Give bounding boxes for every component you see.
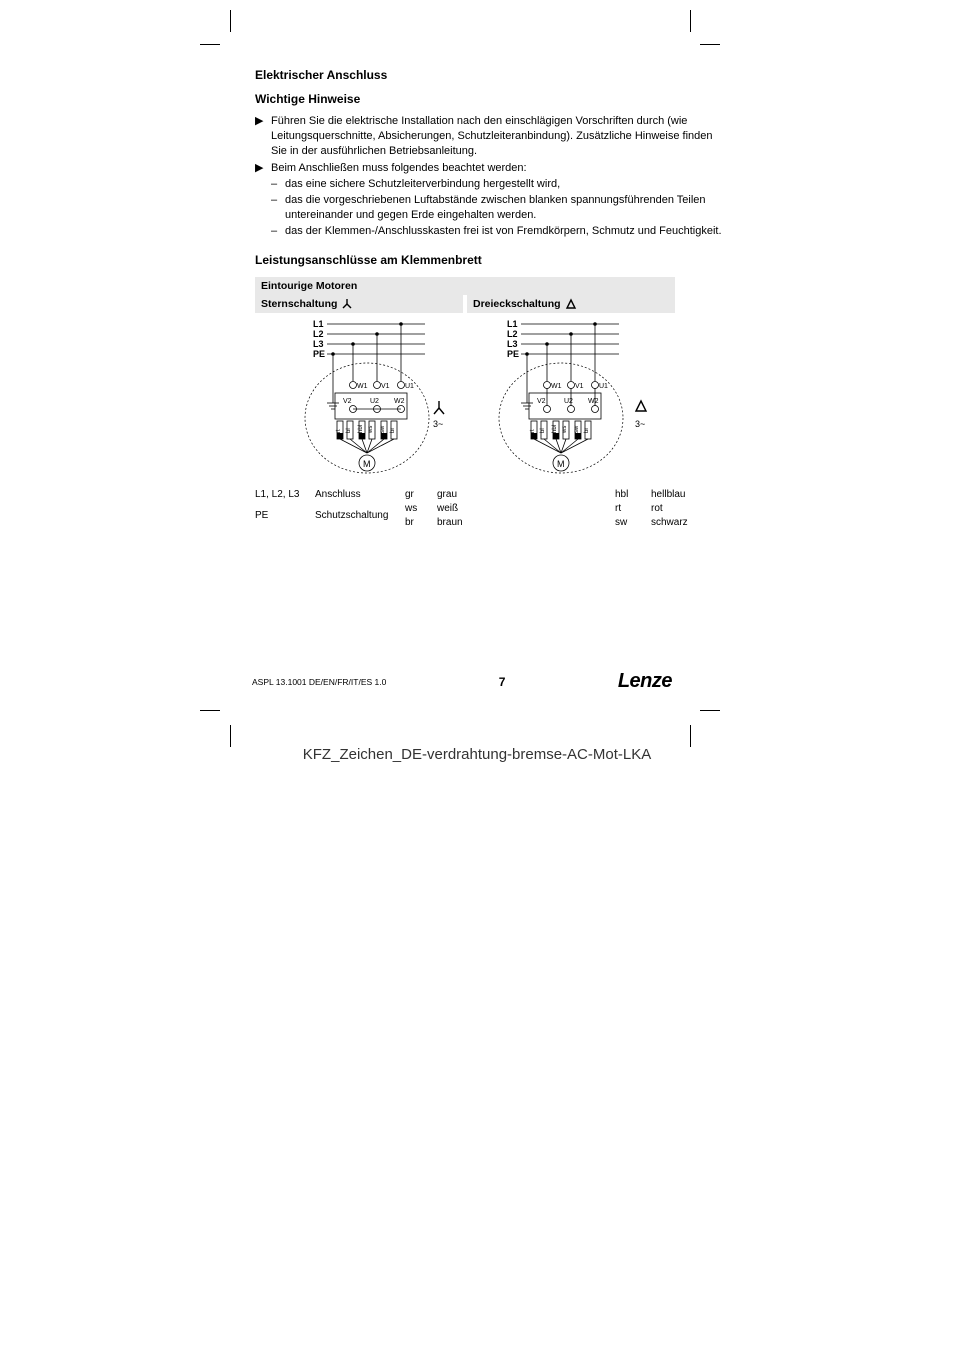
svg-text:L1: L1 bbox=[507, 319, 518, 329]
column-header-delta: Dreieckschaltung bbox=[467, 295, 675, 313]
svg-text:V1: V1 bbox=[381, 383, 390, 390]
legend-key: br bbox=[405, 517, 427, 528]
dash-icon: – bbox=[271, 177, 285, 192]
legend-val: grau bbox=[437, 489, 535, 500]
svg-text:W2: W2 bbox=[394, 398, 405, 405]
svg-text:W2: W2 bbox=[588, 398, 599, 405]
legend-val: weiß bbox=[437, 503, 535, 514]
svg-text:L2: L2 bbox=[507, 329, 518, 339]
star-wiring-diagram: L1 L2 L3 PE bbox=[255, 313, 463, 481]
legend-key: ws bbox=[405, 503, 427, 514]
bullet-icon: ▶ bbox=[255, 161, 271, 176]
svg-text:br: br bbox=[584, 427, 590, 432]
svg-text:U1: U1 bbox=[405, 383, 414, 390]
svg-text:L1: L1 bbox=[313, 319, 324, 329]
column-header-label: Sternschaltung bbox=[261, 298, 337, 310]
legend-val: Schutzschaltung bbox=[315, 510, 405, 528]
lenze-logo: Lenze bbox=[618, 670, 672, 693]
dash-icon: – bbox=[271, 193, 285, 223]
heading-leistungsanschluesse: Leistungsanschlüsse am Klemmenbrett bbox=[255, 253, 722, 267]
legend-key: rt bbox=[615, 503, 641, 514]
svg-text:bl: bl bbox=[540, 428, 546, 433]
svg-text:sw: sw bbox=[380, 425, 386, 433]
svg-text:U2: U2 bbox=[370, 398, 379, 405]
svg-text:br: br bbox=[390, 427, 396, 432]
bullet-text: Beim Anschließen muss folgendes beachtet… bbox=[271, 161, 722, 176]
table-header: Eintourige Motoren bbox=[255, 277, 675, 295]
svg-text:L3: L3 bbox=[507, 339, 518, 349]
legend-val: hellblau bbox=[651, 489, 688, 500]
wiring-diagram-table: Eintourige Motoren Sternschaltung Dreiec… bbox=[255, 277, 675, 481]
image-caption: KFZ_Zeichen_DE-verdrahtung-bremse-AC-Mot… bbox=[0, 746, 954, 763]
dash-icon: – bbox=[271, 224, 285, 239]
delta-icon bbox=[565, 298, 577, 310]
svg-text:bl: bl bbox=[346, 428, 352, 433]
legend-key: sw bbox=[615, 517, 641, 528]
svg-text:W1: W1 bbox=[357, 383, 368, 390]
notice-list: ▶ Führen Sie die elektrische Installatio… bbox=[255, 114, 722, 239]
legend-key: gr bbox=[405, 489, 427, 500]
svg-text:hbl: hbl bbox=[358, 425, 364, 433]
svg-text:V2: V2 bbox=[537, 398, 546, 405]
document-page: Elektrischer Anschluss Wichtige Hinweise… bbox=[232, 40, 722, 528]
svg-text:V2: V2 bbox=[343, 398, 352, 405]
legend-val: braun bbox=[437, 517, 535, 528]
footer-docid: ASPL 13.1001 DE/EN/FR/IT/ES 1.0 bbox=[252, 677, 386, 687]
svg-text:ws: ws bbox=[562, 425, 568, 433]
svg-text:rt: rt bbox=[336, 429, 342, 433]
legend-key: hbl bbox=[615, 489, 641, 500]
svg-text:3~: 3~ bbox=[433, 419, 443, 429]
delta-wiring-diagram: L1 L2 L3 PE W1 V1 bbox=[467, 313, 675, 481]
svg-text:M: M bbox=[363, 459, 371, 469]
svg-text:hbl: hbl bbox=[552, 425, 558, 433]
footer-page-number: 7 bbox=[499, 675, 506, 689]
bullet-icon: ▶ bbox=[255, 114, 271, 159]
heading-elektrischer-anschluss: Elektrischer Anschluss bbox=[255, 68, 722, 82]
svg-text:U2: U2 bbox=[564, 398, 573, 405]
svg-text:ws: ws bbox=[368, 425, 374, 433]
legend-val: rot bbox=[651, 503, 688, 514]
dash-text: das eine sichere Schutzleiterverbindung … bbox=[285, 177, 560, 192]
svg-text:U1: U1 bbox=[599, 383, 608, 390]
legend-key: L1, L2, L3 bbox=[255, 489, 305, 507]
star-icon bbox=[341, 298, 353, 310]
svg-text:L3: L3 bbox=[313, 339, 324, 349]
column-header-star: Sternschaltung bbox=[255, 295, 463, 313]
svg-text:M: M bbox=[557, 459, 565, 469]
svg-text:PE: PE bbox=[507, 349, 519, 359]
dash-text: das der Klemmen-/Anschlusskasten frei is… bbox=[285, 224, 722, 239]
svg-text:PE: PE bbox=[313, 349, 325, 359]
legend-val: schwarz bbox=[651, 517, 688, 528]
heading-wichtige-hinweise: Wichtige Hinweise bbox=[255, 92, 722, 106]
dash-text: das die vorgeschriebenen Luftabstände zw… bbox=[285, 193, 722, 223]
column-header-label: Dreieckschaltung bbox=[473, 298, 561, 310]
svg-text:rt: rt bbox=[530, 429, 536, 433]
bullet-text: Führen Sie die elektrische Installation … bbox=[271, 114, 722, 159]
svg-text:sw: sw bbox=[574, 425, 580, 433]
legend-val: Anschluss bbox=[315, 489, 405, 507]
legend-key: PE bbox=[255, 510, 305, 528]
legend: L1, L2, L3 Anschluss PE Schutzschaltung gr… bbox=[255, 489, 722, 528]
page-footer: ASPL 13.1001 DE/EN/FR/IT/ES 1.0 7 Lenze bbox=[252, 670, 672, 693]
svg-text:W1: W1 bbox=[551, 383, 562, 390]
svg-text:L2: L2 bbox=[313, 329, 324, 339]
svg-text:V1: V1 bbox=[575, 383, 584, 390]
svg-text:3~: 3~ bbox=[635, 419, 645, 429]
